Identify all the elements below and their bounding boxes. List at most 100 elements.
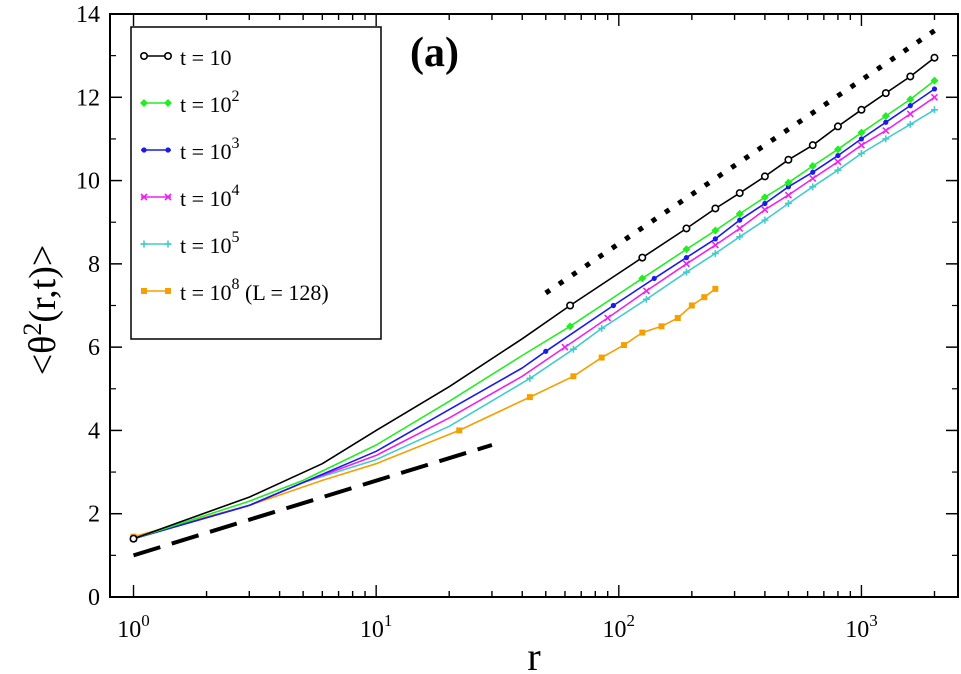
data-point-2-7 xyxy=(610,302,616,309)
legend-label-2: t = 103 xyxy=(180,135,240,164)
data-point-4-12 xyxy=(761,216,769,224)
data-point-3-17 xyxy=(882,127,890,135)
data-point-0-6 xyxy=(566,301,575,310)
data-point-2-16 xyxy=(858,136,865,142)
legend-label-base-0: t = 10 xyxy=(180,45,232,70)
data-point-3-19 xyxy=(930,93,939,101)
data-point-3-9 xyxy=(682,260,691,268)
data-point-5-4 xyxy=(456,427,463,434)
y-tick-label-1: 2 xyxy=(88,502,100,528)
data-point-0-11 xyxy=(760,172,769,181)
y-tick-label-6: 12 xyxy=(76,85,100,111)
y-tick-label-7: 14 xyxy=(76,2,100,28)
data-point-1-11 xyxy=(760,193,769,202)
data-point-2-8 xyxy=(651,275,657,282)
data-point-4-13 xyxy=(784,199,792,207)
x-tick-label-exp-0: 0 xyxy=(141,611,150,630)
x-tick-label-base-2: 10 xyxy=(603,617,627,643)
data-point-2-9 xyxy=(683,255,690,261)
data-point-3-16 xyxy=(857,141,866,149)
data-point-5-10 xyxy=(658,323,665,330)
legend-label-1: t = 102 xyxy=(180,88,240,117)
data-point-4-17 xyxy=(882,135,890,143)
data-point-0-18 xyxy=(930,53,939,62)
y-tick-label-3: 6 xyxy=(88,335,100,361)
data-point-2-18 xyxy=(907,103,913,109)
x-axis-title: r xyxy=(527,634,540,674)
data-point-3-18 xyxy=(906,110,914,118)
data-point-2-10 xyxy=(712,236,718,242)
data-point-0-0 xyxy=(129,534,138,543)
data-point-1-16 xyxy=(881,112,890,121)
data-point-2-14 xyxy=(810,169,816,175)
legend-label-exp-3: 4 xyxy=(232,182,240,199)
data-point-1-14 xyxy=(833,145,842,154)
legend-label-3: t = 104 xyxy=(180,182,240,211)
data-point-5-14 xyxy=(712,285,719,292)
legend-label-4: t = 105 xyxy=(180,229,240,258)
legend-label-exp-4: 5 xyxy=(232,229,240,246)
x-tick-label-exp-1: 1 xyxy=(384,611,393,630)
legend-label-exp-1: 2 xyxy=(232,88,240,105)
data-point-5-12 xyxy=(688,302,695,309)
x-tick-label-2: 102 xyxy=(603,611,636,643)
data-point-4-15 xyxy=(834,166,842,174)
data-point-0-12 xyxy=(784,155,793,164)
legend-label-base-3: t = 10 xyxy=(180,186,232,211)
data-point-2-6 xyxy=(543,348,549,354)
y-axis-title: <θ2(r,t)> xyxy=(18,245,64,376)
data-point-1-7 xyxy=(638,274,647,283)
dotted-reference xyxy=(544,28,936,296)
data-point-4-16 xyxy=(857,150,865,158)
data-point-3-10 xyxy=(711,241,719,249)
data-point-0-16 xyxy=(881,89,890,98)
y-axis-title-tail: (r,t)> xyxy=(22,245,64,323)
data-point-5-11 xyxy=(674,314,681,321)
data-point-0-17 xyxy=(906,72,915,81)
legend-marker-a-3 xyxy=(140,193,148,201)
data-point-1-18 xyxy=(930,76,939,85)
data-point-1-15 xyxy=(857,128,866,137)
x-tick-label-exp-3: 3 xyxy=(869,611,878,630)
series-line-3 xyxy=(133,96,935,540)
data-point-1-9 xyxy=(711,226,720,235)
legend-label-base-4: t = 10 xyxy=(180,233,232,258)
data-point-2-15 xyxy=(835,152,841,159)
plot-layer xyxy=(129,28,939,558)
legend-marker-b-5 xyxy=(165,288,171,294)
legend-marker-a-2 xyxy=(141,147,147,153)
data-point-3-6 xyxy=(561,343,569,351)
data-point-0-7 xyxy=(638,253,647,262)
data-point-2-19 xyxy=(931,86,938,92)
y-axis-title-sup: 2 xyxy=(18,323,47,336)
legend-label-exp-2: 3 xyxy=(232,135,240,152)
data-point-1-13 xyxy=(808,161,817,170)
legend-marker-b-0 xyxy=(164,51,173,60)
x-tick-label-base-1: 10 xyxy=(360,617,384,643)
data-point-5-9 xyxy=(639,329,646,336)
data-point-2-13 xyxy=(785,184,792,190)
data-point-4-5 xyxy=(526,374,534,382)
data-point-5-6 xyxy=(570,373,577,380)
x-tick-label-0: 100 xyxy=(117,611,150,643)
data-point-5-13 xyxy=(701,294,708,301)
data-point-0-8 xyxy=(682,224,691,233)
legend-marker-a-4 xyxy=(140,240,148,248)
data-point-3-15 xyxy=(834,158,842,166)
legend-label-0: t = 10 xyxy=(180,45,232,70)
data-point-4-18 xyxy=(906,120,914,128)
data-point-1-12 xyxy=(784,178,793,187)
y-tick-label-0: 0 xyxy=(88,585,100,611)
y-axis-title-base: <θ xyxy=(22,336,64,376)
x-tick-label-base-3: 10 xyxy=(845,617,869,643)
legend-marker-a-5 xyxy=(141,288,147,294)
data-point-0-10 xyxy=(735,189,744,198)
legend-marker-b-3 xyxy=(164,193,172,201)
data-point-2-12 xyxy=(762,200,768,207)
legend-box xyxy=(130,26,382,340)
data-point-4-9 xyxy=(682,268,690,276)
x-tick-label-base-0: 10 xyxy=(117,617,141,643)
